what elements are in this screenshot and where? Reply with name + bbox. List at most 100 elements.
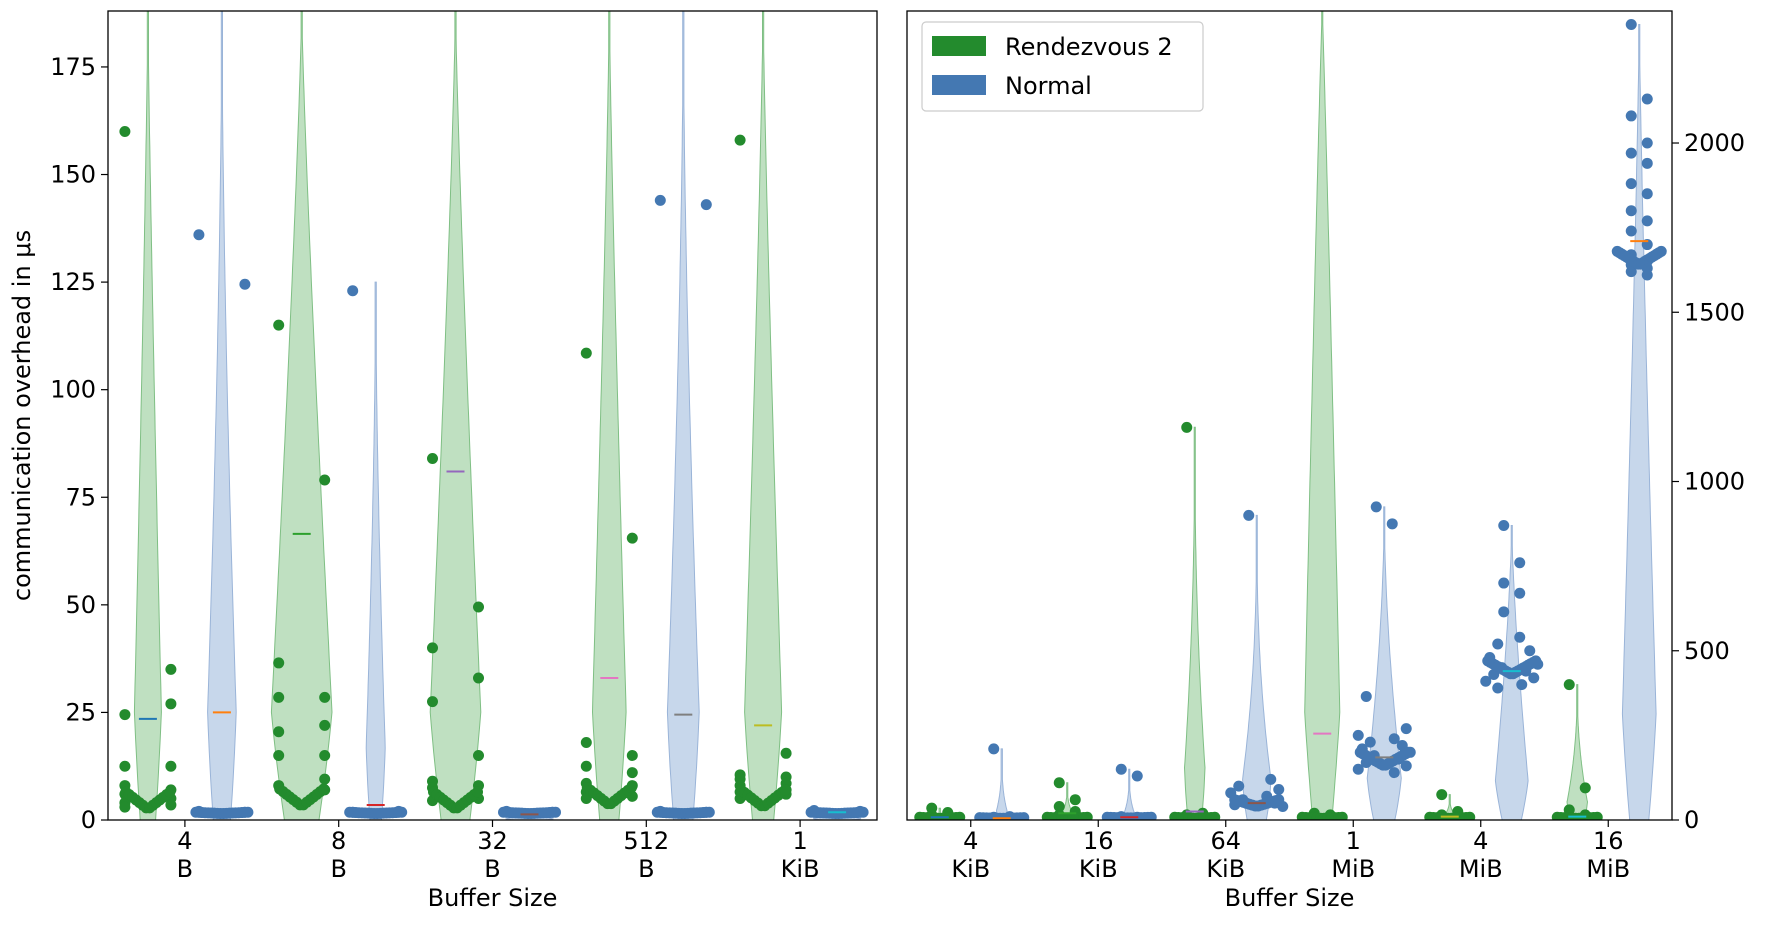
normal-point — [1625, 205, 1637, 217]
normal-point — [988, 743, 1000, 755]
rendezvous-base-point — [1591, 811, 1603, 820]
rendezvous-point — [580, 792, 592, 804]
y-axis-label: communication overhead in μs — [8, 230, 36, 601]
rendezvous-violin — [1183, 426, 1206, 820]
normal-point — [1514, 587, 1526, 599]
x-tick-label-unit: B — [330, 855, 346, 883]
x-tick-label-unit: B — [177, 855, 193, 883]
rendezvous-point — [580, 347, 592, 359]
normal-point — [1480, 675, 1492, 687]
normal-point — [1498, 606, 1510, 618]
x-tick-label-unit: KiB — [1079, 855, 1118, 883]
normal-point — [1273, 784, 1285, 796]
normal-point — [1641, 157, 1653, 169]
rendezvous-point — [1563, 679, 1575, 691]
normal-point — [1243, 509, 1255, 521]
normal-point — [1364, 736, 1376, 748]
y-tick-label: 125 — [50, 268, 96, 296]
y-tick-label: 100 — [50, 376, 96, 404]
normal-base-point — [1273, 794, 1285, 806]
x-axis-label: Buffer Size — [1225, 884, 1355, 912]
rendezvous-point — [319, 773, 331, 785]
plot-area — [119, 11, 869, 820]
normal-point — [700, 199, 712, 211]
x-tick-label: 64 — [1210, 827, 1241, 855]
x-tick-label: 4 — [177, 827, 192, 855]
normal-point — [1360, 690, 1372, 702]
normal-point — [1131, 770, 1143, 782]
y-tick-label: 0 — [81, 806, 96, 834]
x-tick-label: 32 — [477, 827, 508, 855]
normal-violin — [365, 281, 386, 820]
normal-point — [1352, 763, 1364, 775]
rendezvous-base-point — [954, 811, 966, 820]
x-tick-label-unit: B — [638, 855, 654, 883]
y-tick-label: 1000 — [1684, 468, 1745, 496]
rendezvous-point — [427, 642, 438, 654]
rendezvous-violin — [744, 11, 783, 820]
rendezvous-point — [427, 453, 438, 465]
normal-point — [1498, 520, 1510, 532]
rendezvous-point — [319, 474, 331, 486]
rendezvous-base-point — [164, 786, 176, 798]
legend-label-rendezvous: Rendezvous 2 — [1005, 33, 1173, 61]
x-tick-label-unit: MiB — [1331, 855, 1375, 883]
rendezvous-point — [1436, 789, 1448, 801]
normal-violin — [666, 11, 700, 820]
rendezvous-violin — [591, 11, 627, 820]
legend-label-normal: Normal — [1005, 72, 1092, 100]
x-tick-label-unit: B — [484, 855, 500, 883]
rendezvous-point — [580, 760, 592, 772]
normal-point — [1352, 729, 1364, 741]
rendezvous-point — [119, 760, 131, 772]
rendezvous-point — [780, 747, 792, 759]
rendezvous-base-point — [779, 784, 791, 796]
normal-point — [193, 229, 205, 241]
normal-violin — [1242, 514, 1272, 820]
rendezvous-point — [273, 657, 285, 669]
normal-point — [1492, 682, 1504, 694]
rendezvous-point — [165, 663, 177, 675]
y-tick-label: 150 — [50, 161, 96, 189]
rendezvous-violin — [270, 11, 333, 820]
rendezvous-violin — [133, 11, 162, 820]
normal-violin — [1621, 24, 1657, 820]
normal-point — [1528, 672, 1540, 684]
rendezvous-point — [319, 749, 331, 761]
normal-point — [1115, 763, 1127, 775]
normal-point — [1524, 645, 1536, 657]
rendezvous-base-point — [625, 782, 637, 794]
normal-base-point — [703, 806, 715, 818]
rendezvous-point — [165, 698, 177, 710]
normal-base-point — [1145, 811, 1157, 820]
normal-point — [654, 194, 666, 206]
normal-point — [1514, 557, 1526, 569]
normal-base-point — [242, 806, 254, 818]
rendezvous-point — [273, 691, 285, 703]
rendezvous-point — [273, 319, 285, 331]
normal-point — [1388, 733, 1400, 745]
y-tick-label: 2000 — [1684, 129, 1745, 157]
x-tick-label-unit: MiB — [1586, 855, 1630, 883]
rendezvous-point — [1053, 800, 1065, 812]
rendezvous-point — [319, 691, 331, 703]
normal-point — [1492, 638, 1504, 650]
rendezvous-point — [473, 749, 484, 761]
normal-point — [1625, 19, 1637, 31]
normal-base-point — [857, 806, 869, 818]
normal-point — [1514, 631, 1526, 643]
normal-violin — [995, 748, 1008, 820]
normal-base-point — [1530, 655, 1542, 667]
rendezvous-base-point — [1464, 811, 1476, 820]
y-tick-label: 1500 — [1684, 298, 1745, 326]
rendezvous-point — [165, 799, 177, 811]
normal-point — [1625, 147, 1637, 159]
normal-point — [1388, 767, 1400, 779]
normal-violin — [207, 11, 237, 820]
y-tick-label: 175 — [50, 53, 96, 81]
normal-point — [1625, 225, 1637, 237]
legend: Rendezvous 2 Normal — [921, 21, 1204, 112]
